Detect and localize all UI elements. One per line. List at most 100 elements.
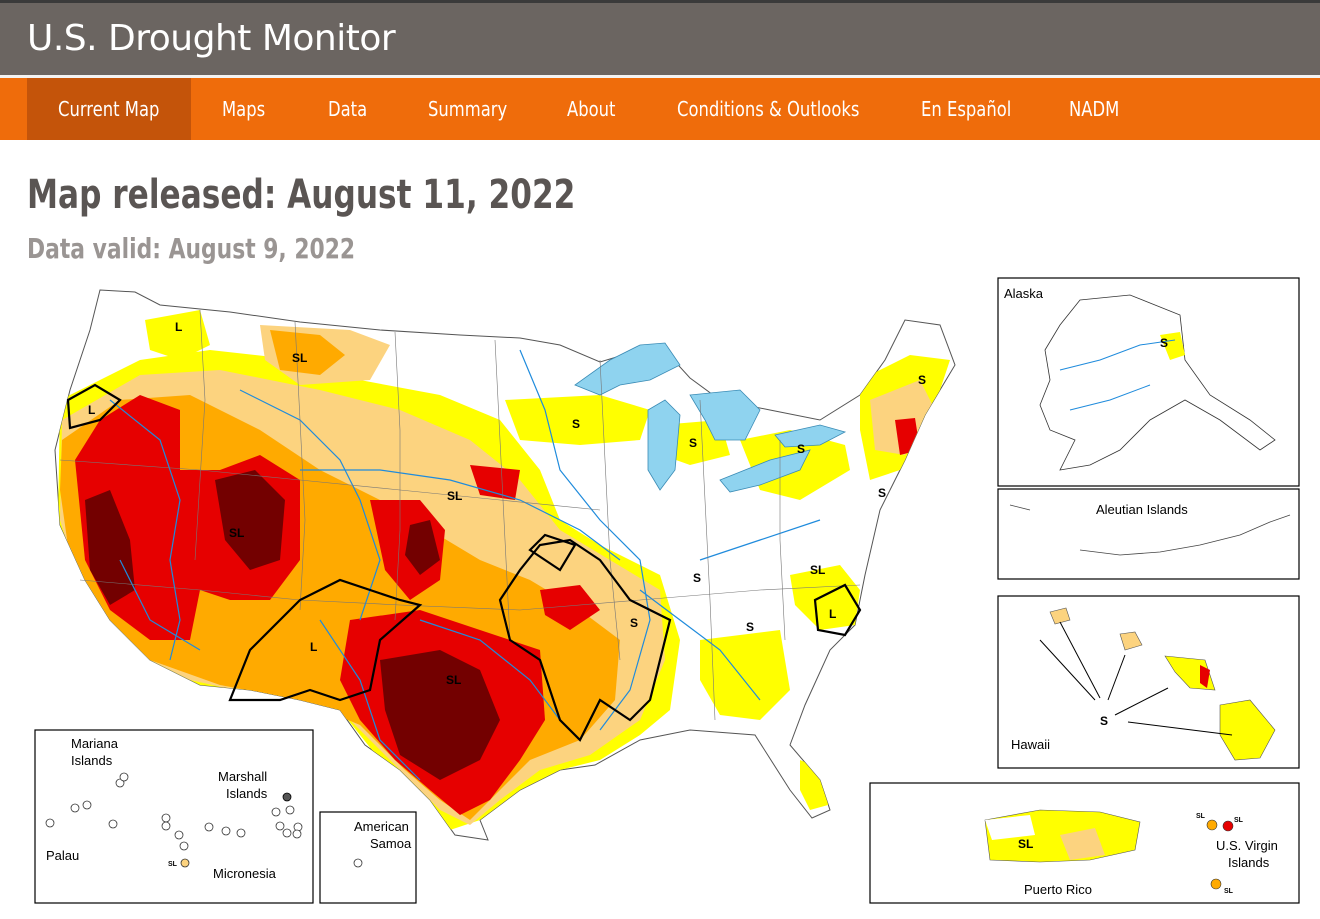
hawaii-inset: Hawaii S <box>997 595 1300 769</box>
impact-sl-pr: SL <box>1018 837 1033 851</box>
conus-map: L SL L SL SL S S S S S SL L S S S L SL <box>54 289 956 841</box>
pacific-island-markers <box>45 772 303 851</box>
alaska-inset: Alaska S <box>997 277 1300 487</box>
aleutian-label: Aleutian Islands <box>1096 502 1188 517</box>
rivers <box>109 349 821 781</box>
micronesia-label: Micronesia <box>213 866 277 881</box>
lake-ontario <box>774 424 847 448</box>
impact-l-or: L <box>88 403 95 417</box>
impact-s-hi: S <box>1100 714 1108 728</box>
puerto-rico-unaffected <box>985 815 1035 840</box>
impact-s-ar: S <box>630 616 638 630</box>
drought-d4-area <box>85 490 135 605</box>
american-samoa-label-line1: American <box>354 819 409 834</box>
hawaii-label: Hawaii <box>1011 737 1050 752</box>
impact-l-az: L <box>310 640 317 654</box>
alaska-drought-area <box>1160 332 1185 360</box>
hawaii-kauai <box>1049 607 1071 625</box>
aleutian-inset: Aleutian Islands <box>997 488 1300 580</box>
impact-sl-usvi-2: SL <box>1234 817 1244 824</box>
impact-s-nj: S <box>878 486 886 500</box>
marshall-label-line2: Islands <box>226 786 268 801</box>
pacific-islands-inset: Mariana Islands Marshall Islands Palau M… <box>34 729 314 904</box>
drought-d4-area-3 <box>380 650 500 780</box>
hawaii-oahu <box>1119 631 1143 651</box>
drought-map[interactable]: L SL L SL SL S S S S S SL L S S S L SL A… <box>0 270 1320 919</box>
drought-d3-area-4 <box>470 465 520 500</box>
puerto-rico-inset: SL Puerto Rico SL SL SL U.S. Virgin Isla… <box>869 782 1300 904</box>
nav-nadm[interactable]: NADM <box>1069 97 1120 121</box>
impact-outlines <box>66 383 862 742</box>
site-header: U.S. Drought Monitor <box>0 3 1320 75</box>
alaska-rivers <box>1059 339 1176 411</box>
top-border <box>0 0 1320 3</box>
drought-d4-area-4 <box>405 520 440 575</box>
drought-d0-area-3 <box>505 395 650 445</box>
impact-sl-nd: SL <box>292 351 307 365</box>
data-valid-subheading: Data valid: August 9, 2022 <box>27 232 356 265</box>
impact-sl-usvi-1: SL <box>1196 813 1206 820</box>
aleutian-chain <box>1009 504 1291 556</box>
puerto-rico-d1 <box>1060 828 1105 860</box>
american-samoa-inset: American Samoa <box>319 811 417 904</box>
marshall-label-line1: Marshall <box>218 769 267 784</box>
drought-d0-area-7 <box>790 565 860 630</box>
impact-labels: L SL L SL SL S S S S S SL L S S S L SL <box>88 320 926 687</box>
drought-d0-area-2 <box>145 310 210 360</box>
nav-summary[interactable]: Summary <box>428 97 508 121</box>
impact-s-me: S <box>918 373 926 387</box>
usvi-label-line1: U.S. Virgin <box>1216 838 1278 853</box>
american-samoa-marker <box>353 858 363 868</box>
usvi-label-line2: Islands <box>1228 855 1270 870</box>
micronesia-drought-marker <box>180 858 190 868</box>
lake-huron <box>689 389 761 441</box>
palau-label: Palau <box>46 848 79 863</box>
impact-sl-micronesia: SL <box>168 861 178 868</box>
american-samoa-label-line2: Samoa <box>370 836 412 851</box>
hawaii-pointer-lines <box>1039 621 1233 736</box>
impact-s-ak: S <box>1160 336 1168 350</box>
hawaii-maui-d3 <box>1200 665 1210 688</box>
impact-sl-ne: SL <box>447 489 462 503</box>
header-divider <box>0 75 1320 78</box>
alaska-shape <box>1039 294 1276 471</box>
alaska-label: Alaska <box>1004 286 1044 301</box>
usvi-st-croix <box>1210 878 1222 890</box>
map-released-heading: Map released: August 11, 2022 <box>27 172 576 218</box>
mariana-label-line1: Mariana <box>71 736 119 751</box>
main-nav: Current Map Maps Data Summary About Cond… <box>0 78 1320 140</box>
american-samoa-frame <box>319 811 417 904</box>
impact-s-wi: S <box>572 417 580 431</box>
nav-conditions-outlooks[interactable]: Conditions & Outlooks <box>677 97 860 121</box>
drought-d1-area-3 <box>870 380 935 455</box>
drought-d4-area-2 <box>215 470 285 570</box>
impact-l-nc: L <box>829 607 836 621</box>
impact-sl-va: SL <box>810 563 825 577</box>
impact-s-ga: S <box>746 620 754 634</box>
nav-data[interactable]: Data <box>328 97 368 121</box>
usvi-st-thomas <box>1206 819 1218 831</box>
impact-sl-ut: SL <box>229 526 244 540</box>
impact-l-mt: L <box>175 320 182 334</box>
impact-s-ky: S <box>693 571 701 585</box>
hawaii-big-island <box>1219 699 1276 761</box>
nav-about[interactable]: About <box>567 97 616 121</box>
impact-sl-tx: SL <box>446 673 461 687</box>
aleutian-frame <box>997 488 1300 580</box>
usvi-st-john <box>1222 820 1234 832</box>
marshall-drought-marker <box>282 792 292 802</box>
nav-en-espanol[interactable]: En Español <box>921 97 1012 121</box>
nav-maps[interactable]: Maps <box>222 97 266 121</box>
impact-s-mi: S <box>689 436 697 450</box>
lake-erie <box>719 449 811 493</box>
mariana-label-line2: Islands <box>71 753 113 768</box>
drought-d2-area-2 <box>270 330 345 375</box>
drought-d3-area-5 <box>540 585 600 630</box>
impact-sl-usvi-3: SL <box>1224 888 1234 895</box>
nav-current-map[interactable]: Current Map <box>27 78 191 140</box>
site-title[interactable]: U.S. Drought Monitor <box>27 18 396 59</box>
lake-michigan <box>647 399 681 491</box>
pacific-frame <box>34 729 314 904</box>
state-boundaries <box>59 309 861 721</box>
impact-s-ny: S <box>797 442 805 456</box>
